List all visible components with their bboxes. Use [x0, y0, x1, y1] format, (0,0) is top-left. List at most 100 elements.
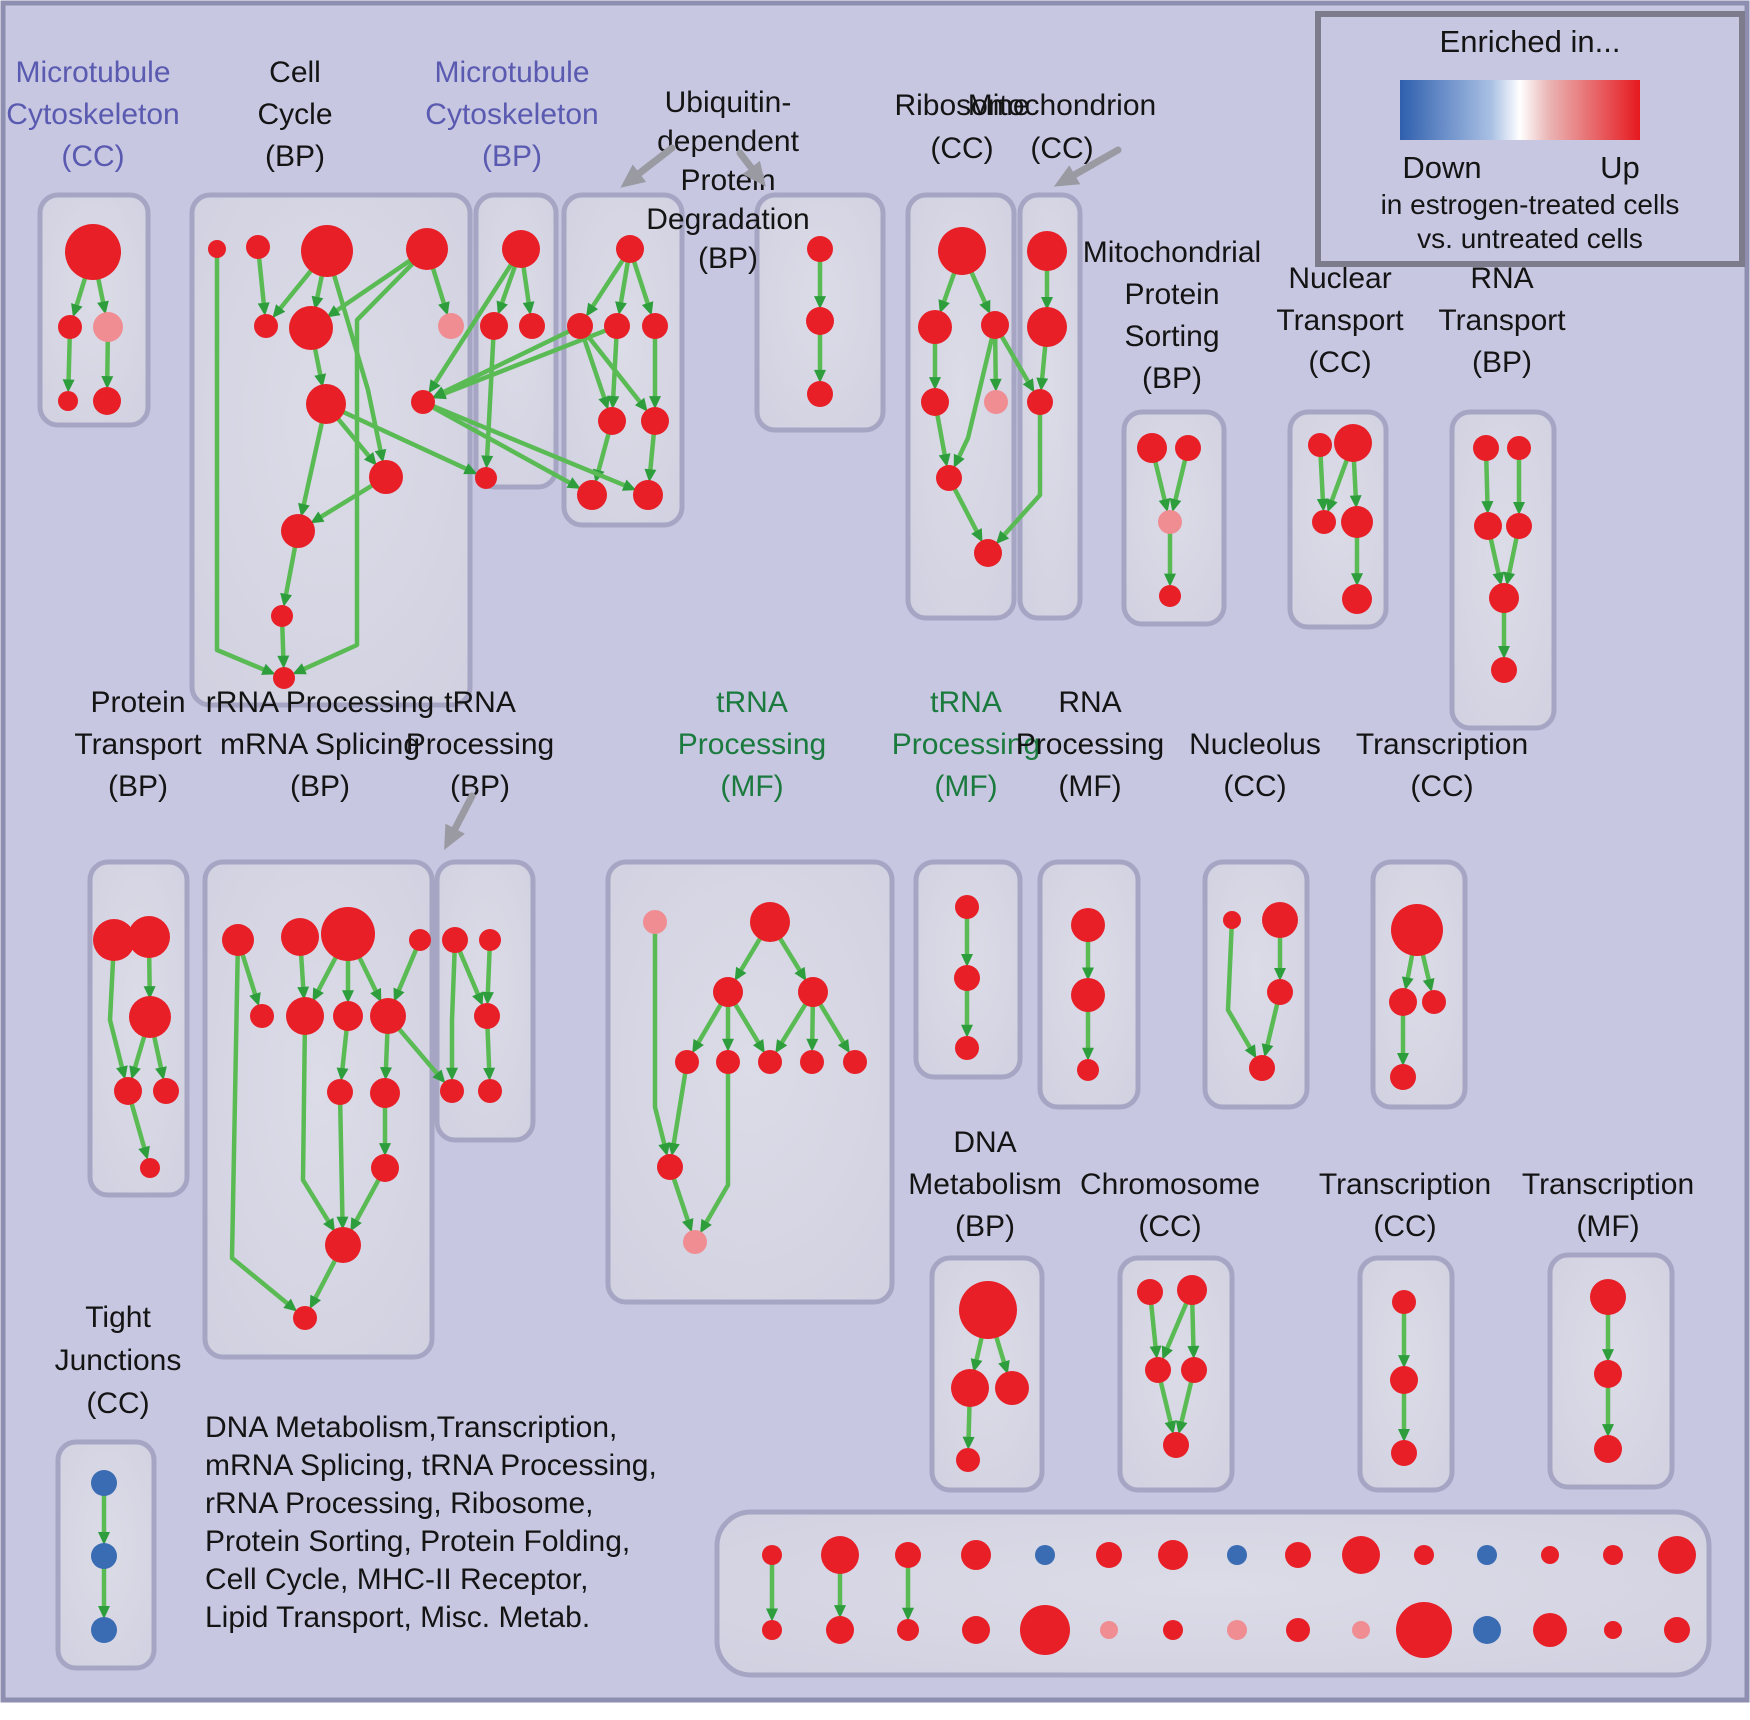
edge-line: [1321, 456, 1323, 499]
node-transcription-cc-2-1: [1390, 1366, 1418, 1394]
node-misc-box-27: [1533, 1613, 1567, 1647]
node-sorting-1: [1175, 435, 1201, 461]
cluster-label-ubiq-line0: Ubiquitin-: [665, 86, 792, 119]
node-mt-bp-2: [519, 313, 545, 339]
node-misc-box-18: [962, 1616, 990, 1644]
node-misc-box-1: [821, 1536, 859, 1574]
node-cell-cycle-6: [438, 313, 464, 339]
node-cell-cycle-0: [208, 240, 226, 258]
cluster-label-rna-mf-line0: RNA: [1058, 686, 1121, 719]
cluster-label-trna-bp-line2: (BP): [450, 770, 510, 803]
node-ubiq-5: [641, 407, 669, 435]
node-trna-mf-big-9: [657, 1154, 683, 1180]
cluster-label-rna-transport-line2: (BP): [1472, 346, 1532, 379]
cluster-label-nuclear-line1: Transport: [1276, 304, 1404, 337]
edge-line: [1192, 1304, 1193, 1347]
node-ubiq-2: [604, 313, 630, 339]
node-rrna-7: [370, 998, 406, 1034]
node-ubiq2-1: [806, 307, 834, 335]
node-misc-box-15: [762, 1620, 782, 1640]
node-transcription-cc-1-3: [1390, 1064, 1416, 1090]
node-ribosome-1: [918, 310, 952, 344]
node-trna-bp-0: [442, 927, 468, 953]
edge-line: [107, 341, 108, 377]
node-dna-met-2: [995, 1371, 1029, 1405]
node-cell-cycle-5: [289, 306, 333, 350]
cluster-label-tight-junctions-line0: Tight: [85, 1301, 151, 1334]
edge-line: [812, 1006, 813, 1039]
cluster-label-rrna-line2: (BP): [290, 770, 350, 803]
node-ribosome-0: [938, 227, 986, 275]
edge-line: [1486, 460, 1487, 501]
node-rna-transport-3: [1506, 513, 1532, 539]
cluster-label-sorting-line0: Mitochondrial: [1083, 236, 1261, 269]
node-rna-transport-4: [1489, 583, 1519, 613]
cluster-label-transcription-cc-1-line0: Transcription: [1356, 728, 1528, 761]
node-ubiq-6: [577, 480, 607, 510]
cluster-label-nucleolus-line1: (CC): [1223, 770, 1286, 803]
node-misc-box-0: [762, 1545, 782, 1565]
node-ribosome-3: [921, 388, 949, 416]
edge-line: [1354, 460, 1356, 495]
node-misc-box-16: [826, 1616, 854, 1644]
node-rna-transport-5: [1491, 657, 1517, 683]
node-nucleolus-0: [1223, 911, 1241, 929]
node-misc-box-20: [1100, 1621, 1118, 1639]
node-trna-mf-big-0: [643, 910, 667, 934]
node-rrna-0: [222, 924, 254, 956]
cluster-label-protein-transport-line0: Protein: [90, 686, 185, 719]
node-chromosome-3: [1181, 1357, 1207, 1383]
node-misc-box-3: [961, 1540, 991, 1570]
node-trna-bp-2: [474, 1003, 500, 1029]
node-transcription-cc-2-0: [1392, 1290, 1416, 1314]
node-rrna-10: [371, 1154, 399, 1182]
node-cell-cycle-4: [254, 314, 278, 338]
cluster-label-transcription-cc-1-line1: (CC): [1410, 770, 1473, 803]
cluster-label-mito-line1: (CC): [1030, 132, 1093, 165]
node-cell-cycle-9: [369, 460, 403, 494]
edge-line: [69, 338, 70, 380]
node-rrna-8: [327, 1079, 353, 1105]
cluster-label-trna-bp-line0: tRNA: [444, 686, 516, 719]
node-misc-box-8: [1285, 1542, 1311, 1568]
cluster-label-mito-line0: Mitochondrion: [968, 89, 1156, 122]
cluster-label-chromosome-line1: (CC): [1138, 1210, 1201, 1243]
cluster-label-rna-transport-line1: Transport: [1438, 304, 1566, 337]
edge-line: [386, 1032, 387, 1067]
node-misc-box-7: [1227, 1545, 1247, 1565]
cluster-label-nuclear-line2: (CC): [1308, 346, 1371, 379]
node-dna-met-0: [959, 1281, 1017, 1339]
node-dna-met-3: [956, 1448, 980, 1472]
legend-caption-line1: in estrogen-treated cells: [1381, 189, 1680, 220]
node-cell-cycle-10: [281, 514, 315, 548]
cluster-label-cell-cycle-line1: Cycle: [257, 98, 332, 131]
node-rrna-11: [325, 1227, 361, 1263]
node-cell-cycle-2: [301, 225, 353, 277]
node-transcription-cc-1-1: [1389, 988, 1417, 1016]
cluster-label-ubiq-line4: (BP): [698, 242, 758, 275]
cluster-label-sorting-line1: Protein: [1124, 278, 1219, 311]
node-misc-box-12: [1541, 1546, 1559, 1564]
node-rrna-6: [333, 1001, 363, 1031]
node-nuclear-1: [1334, 424, 1372, 462]
cluster-box-misc-box: [717, 1512, 1709, 1675]
misc-text-line-3: Protein Sorting, Protein Folding,: [205, 1525, 630, 1558]
node-trna-mf-big-4: [675, 1050, 699, 1074]
node-tight-junctions-1: [91, 1543, 117, 1569]
node-rrna-2: [321, 907, 375, 961]
edge-line: [488, 950, 490, 992]
cluster-label-rna-mf-line1: Processing: [1016, 728, 1164, 761]
node-trna-mf-big-2: [713, 977, 743, 1007]
node-misc-box-29: [1664, 1617, 1690, 1643]
node-misc-box-11: [1477, 1545, 1497, 1565]
edge-line: [452, 952, 455, 1068]
node-protein-transport-1: [128, 916, 170, 958]
node-nuclear-0: [1308, 433, 1332, 457]
node-mt-cc-4: [93, 387, 121, 415]
node-tight-junctions-2: [91, 1617, 117, 1643]
node-transcription-mf-0: [1590, 1279, 1626, 1315]
cluster-label-tight-junctions-line1: Junctions: [55, 1344, 182, 1377]
legend-up-label: Up: [1600, 150, 1640, 185]
node-cell-cycle-7: [306, 384, 346, 424]
